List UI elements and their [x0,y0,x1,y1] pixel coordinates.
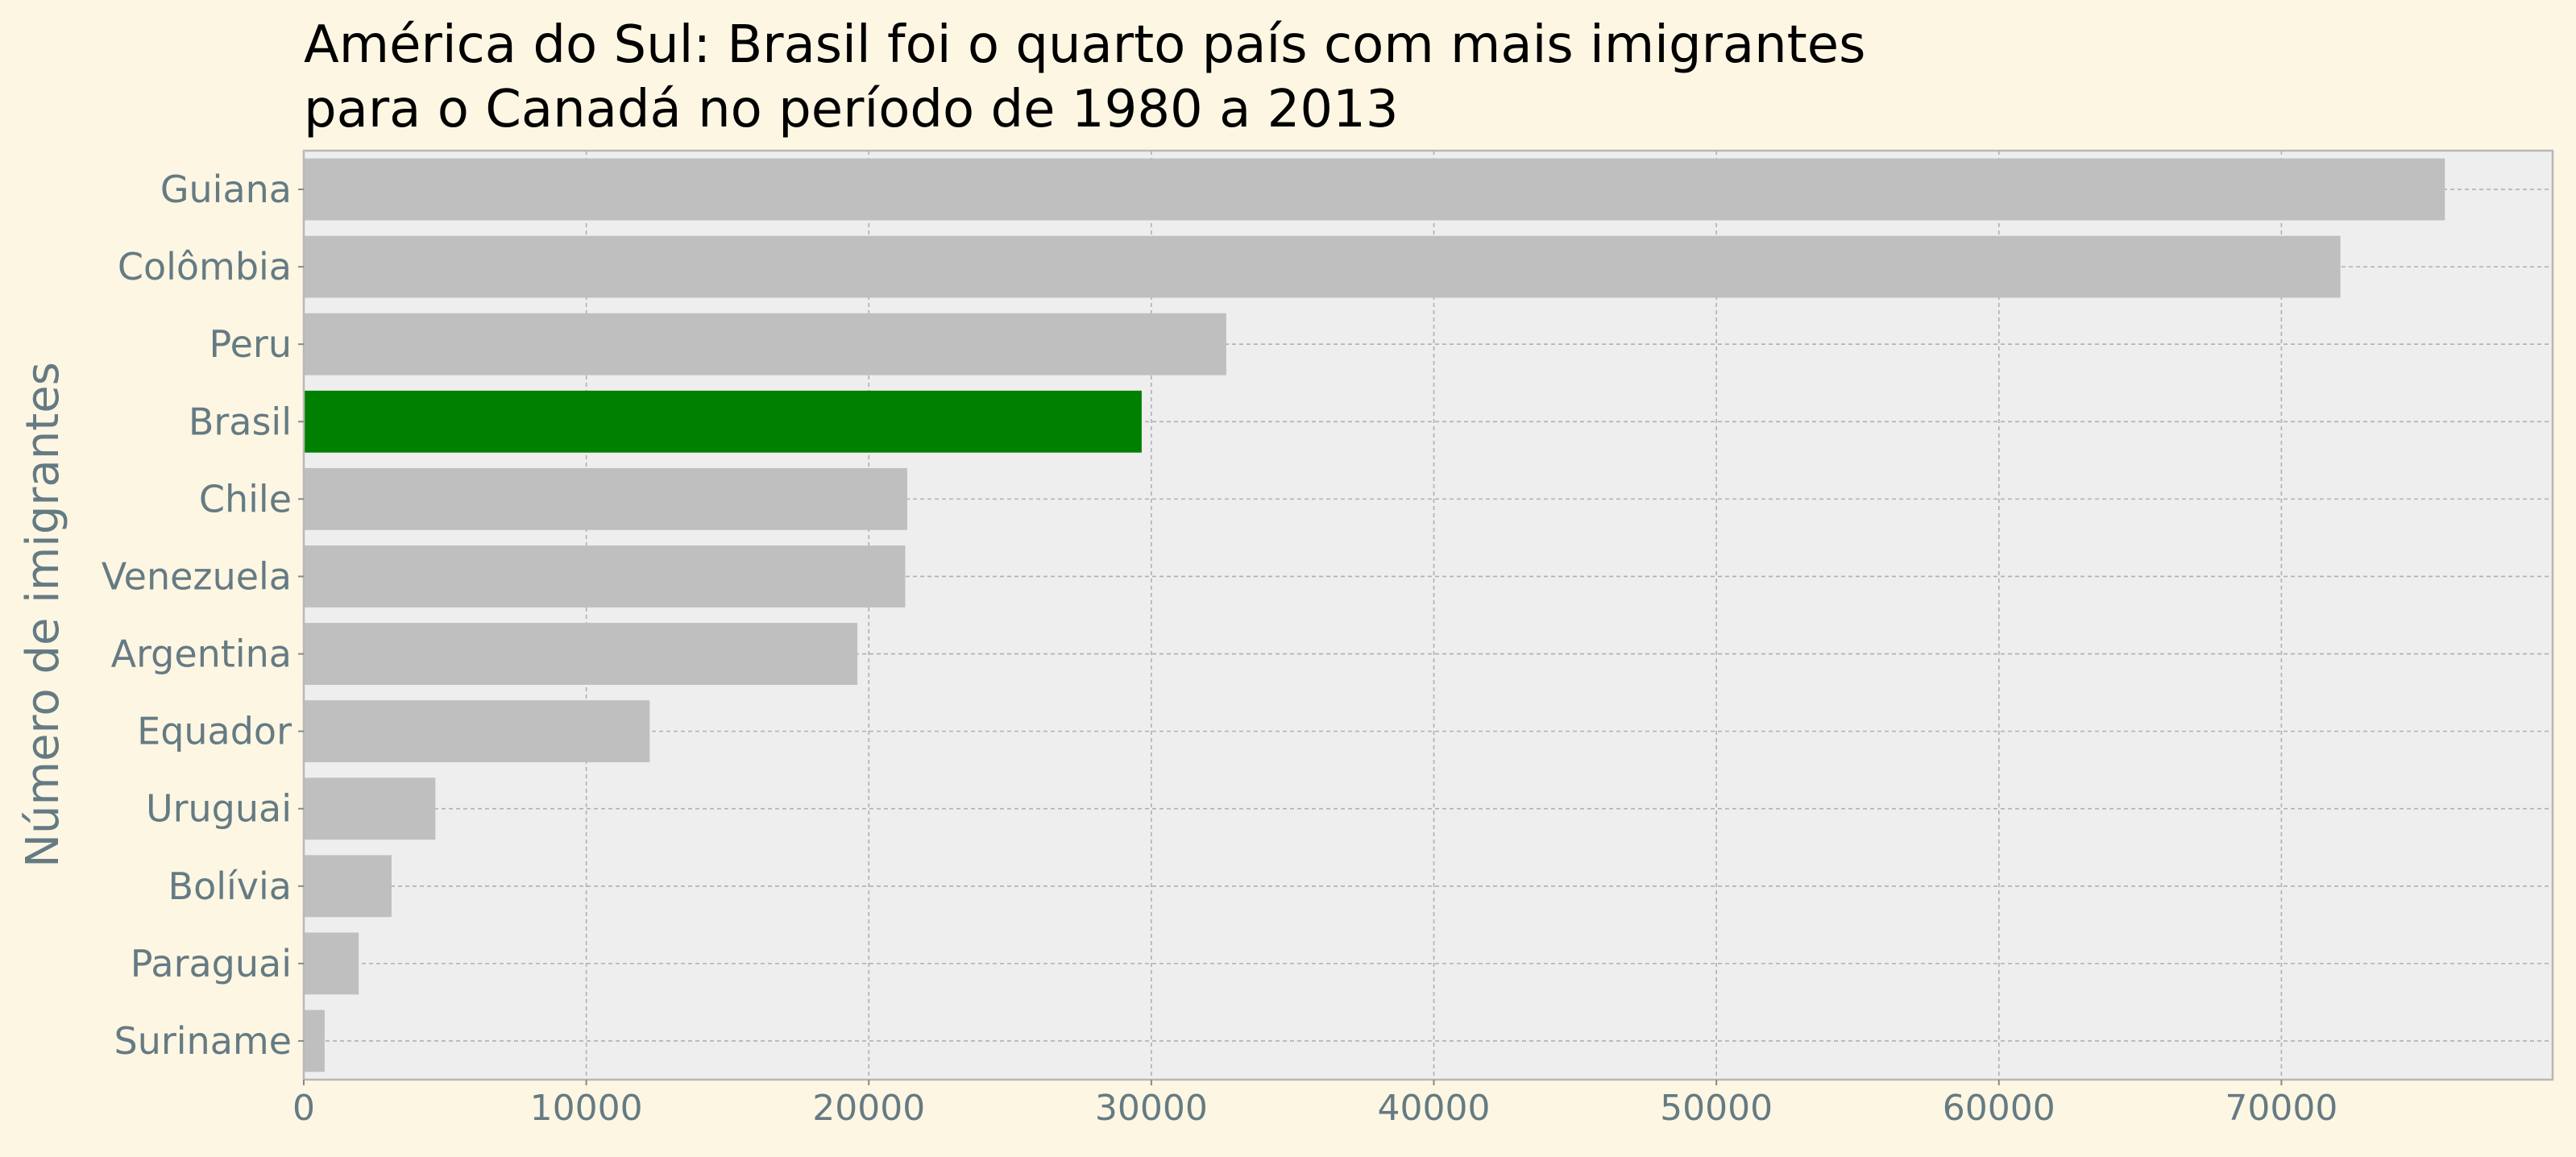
chart-title-line-1: América do Sul: Brasil foi o quarto país… [304,15,1865,75]
bar-venezuela [304,545,906,608]
bar-peru [304,313,1226,375]
bar-brasil [304,390,1142,453]
y-tick-label: Colômbia [118,245,292,288]
bar-argentina [304,623,858,685]
y-tick-label: Guiana [160,168,292,211]
y-ticks: Guiana Colômbia Peru Brasil Chile Venezuela Ar… [102,168,304,1063]
y-axis-label: Número de imigrantes [17,362,69,868]
plot-area [304,151,2553,1080]
bar-suriname [304,1010,325,1072]
x-tick-label: 60000 [1943,1088,2055,1129]
y-tick-label: Uruguai [146,787,292,831]
x-tick-label: 10000 [530,1088,643,1129]
bar-uruguai [304,778,436,840]
chart-title-line-2: para o Canadá no período de 1980 a 2013 [304,80,1399,139]
bar-guiana [304,158,2445,221]
y-tick-label: Bolívia [168,865,292,908]
x-tick-label: 30000 [1095,1088,1208,1129]
bar-chile [304,467,907,530]
y-tick-label: Argentina [111,632,292,676]
y-tick-label: Peru [209,322,292,366]
x-ticks: 0 10000 20000 30000 40000 50000 60000 70000 [292,1080,2337,1129]
x-tick-label: 40000 [1378,1088,1491,1129]
y-tick-label: Chile [199,477,292,520]
y-tick-label: Paraguai [131,942,292,985]
x-tick-label: 70000 [2225,1088,2337,1129]
bars [304,158,2445,1072]
x-tick-label: 20000 [812,1088,925,1129]
x-tick-label: 50000 [1660,1088,1773,1129]
y-tick-label: Suriname [114,1019,292,1063]
bar-colômbia [304,235,2341,298]
y-tick-label: Equador [137,710,292,753]
plot-frame [302,149,2554,1081]
bar-paraguai [304,932,359,995]
bar-bolívia [304,855,392,918]
x-tick-label: 0 [292,1088,315,1129]
y-tick-label: Venezuela [102,554,292,598]
bar-equador [304,700,650,763]
y-tick-label: Brasil [189,400,292,443]
